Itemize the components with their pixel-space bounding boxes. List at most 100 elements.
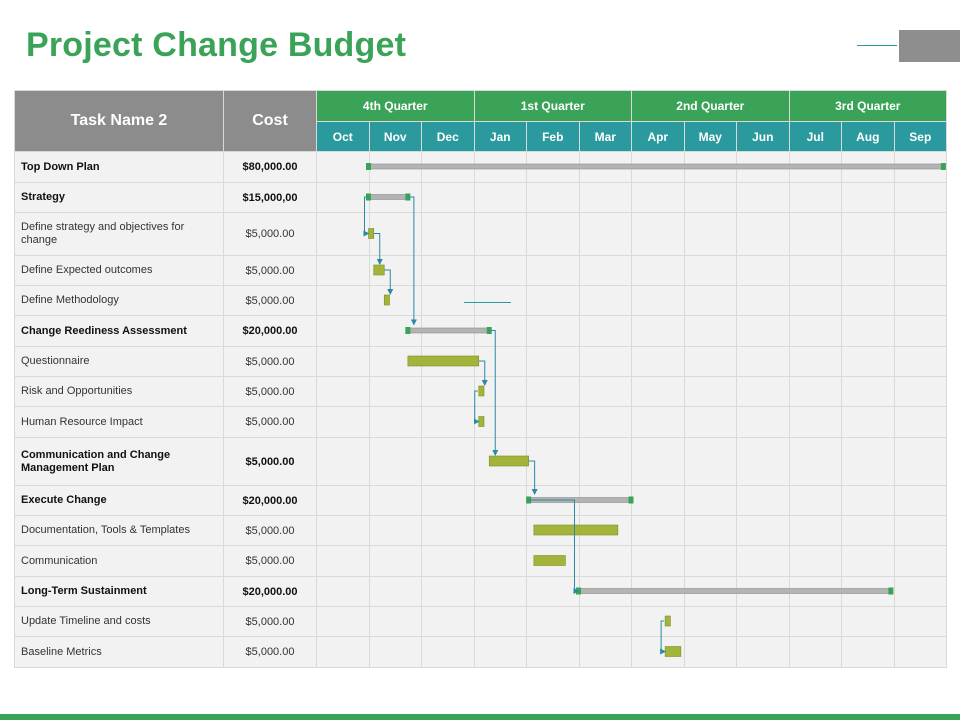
timeline-cell bbox=[526, 315, 580, 347]
timeline-cell bbox=[526, 485, 580, 516]
timeline-cell bbox=[894, 545, 948, 577]
timeline-cell bbox=[473, 376, 528, 407]
timeline-cell bbox=[316, 315, 370, 347]
timeline-cell bbox=[788, 212, 843, 256]
timeline-cell bbox=[788, 315, 843, 347]
timeline-cell bbox=[421, 376, 475, 407]
table-row: Define Expected outcomes $5,000.00 bbox=[14, 255, 948, 286]
month-header: Dec bbox=[421, 121, 475, 152]
timeline-cell bbox=[684, 346, 738, 377]
timeline-cell bbox=[736, 406, 790, 438]
timeline-cell bbox=[684, 151, 738, 183]
task-cost: $5,000.00 bbox=[223, 212, 317, 256]
timeline-cell bbox=[579, 606, 633, 637]
table-row: Strategy $15,000,00 bbox=[14, 182, 948, 213]
timeline-cell bbox=[579, 485, 633, 516]
timeline-cell bbox=[369, 376, 422, 407]
task-name: Top Down Plan bbox=[14, 151, 224, 183]
timeline-cell bbox=[894, 315, 948, 347]
timeline-cell bbox=[369, 576, 422, 607]
timeline-cell bbox=[526, 576, 580, 607]
timeline-cell bbox=[788, 437, 843, 486]
timeline-cell bbox=[894, 437, 948, 486]
timeline-cell bbox=[684, 636, 738, 668]
timeline-cell bbox=[316, 376, 370, 407]
task-cost: $20,000.00 bbox=[223, 576, 317, 607]
timeline-cell bbox=[841, 315, 895, 347]
timeline-cell bbox=[369, 255, 422, 286]
timeline-cell bbox=[579, 376, 633, 407]
timeline-cell bbox=[736, 545, 790, 577]
timeline-cell bbox=[473, 545, 528, 577]
timeline-cell bbox=[684, 285, 738, 316]
table-row: Communication and Change Management Plan… bbox=[14, 437, 948, 486]
timeline-cell bbox=[788, 255, 843, 286]
timeline-cell bbox=[369, 285, 422, 316]
timeline-cell bbox=[421, 285, 475, 316]
timeline-cell bbox=[631, 346, 685, 377]
timeline-cell bbox=[369, 437, 422, 486]
table-row: Update Timeline and costs $5,000.00 bbox=[14, 606, 948, 637]
timeline-cell bbox=[526, 545, 580, 577]
timeline-cell bbox=[316, 437, 370, 486]
month-header: May bbox=[683, 121, 738, 152]
table-row: Define Methodology $5,000.00 bbox=[14, 285, 948, 316]
page-title: Project Change Budget bbox=[26, 26, 407, 64]
timeline-cell bbox=[316, 285, 370, 316]
timeline-cell bbox=[631, 151, 685, 183]
task-cost: $15,000,00 bbox=[223, 182, 317, 213]
task-name: Communication and Change Management Plan bbox=[14, 437, 224, 486]
timeline-cell bbox=[526, 606, 580, 637]
timeline-cell bbox=[736, 346, 790, 377]
task-cost: $20,000.00 bbox=[223, 485, 317, 516]
timeline-cell bbox=[684, 485, 738, 516]
timeline-cell bbox=[684, 315, 738, 347]
timeline-cell bbox=[421, 636, 475, 668]
timeline-cell bbox=[841, 182, 895, 213]
task-cost: $5,000.00 bbox=[223, 376, 317, 407]
timeline-cell bbox=[736, 437, 790, 486]
month-header: Oct bbox=[316, 121, 370, 152]
task-name: Baseline Metrics bbox=[14, 636, 224, 668]
timeline-cell bbox=[736, 485, 790, 516]
timeline-cell bbox=[369, 151, 422, 183]
timeline-cell bbox=[316, 346, 370, 377]
timeline-cell bbox=[684, 515, 738, 546]
timeline-cell bbox=[316, 182, 370, 213]
quarter-header: 2nd Quarter bbox=[631, 90, 790, 122]
timeline-cell bbox=[421, 437, 475, 486]
timeline-cell bbox=[684, 606, 738, 637]
month-header: Feb bbox=[526, 121, 580, 152]
timeline-cell bbox=[369, 515, 422, 546]
timeline-cell bbox=[316, 606, 370, 637]
quarter-header: 1st Quarter bbox=[473, 90, 633, 122]
timeline-cell bbox=[684, 406, 738, 438]
timeline-cell bbox=[579, 315, 633, 347]
timeline-cell bbox=[894, 606, 948, 637]
timeline-cell bbox=[788, 406, 843, 438]
timeline-cell bbox=[684, 437, 738, 486]
table-row: Documentation, Tools & Templates $5,000.0… bbox=[14, 515, 948, 546]
timeline-cell bbox=[788, 151, 843, 183]
decorative-box bbox=[899, 30, 960, 62]
timeline-cell bbox=[473, 606, 528, 637]
timeline-cell bbox=[841, 576, 895, 607]
timeline-cell bbox=[631, 285, 685, 316]
timeline-cell bbox=[788, 485, 843, 516]
timeline-cell bbox=[526, 406, 580, 438]
timeline-cell bbox=[369, 636, 422, 668]
timeline-cell bbox=[369, 545, 422, 577]
timeline-cell bbox=[526, 151, 580, 183]
timeline-cell bbox=[579, 437, 633, 486]
timeline-cell bbox=[316, 212, 370, 256]
timeline-cell bbox=[841, 406, 895, 438]
timeline-cell bbox=[579, 406, 633, 438]
timeline-cell bbox=[736, 151, 790, 183]
month-header: Jul bbox=[788, 121, 843, 152]
timeline-cell bbox=[894, 182, 948, 213]
timeline-cell bbox=[684, 545, 738, 577]
timeline-cell bbox=[684, 576, 738, 607]
timeline-cell bbox=[579, 545, 633, 577]
decorative-line bbox=[857, 45, 897, 46]
timeline-cell bbox=[894, 376, 948, 407]
